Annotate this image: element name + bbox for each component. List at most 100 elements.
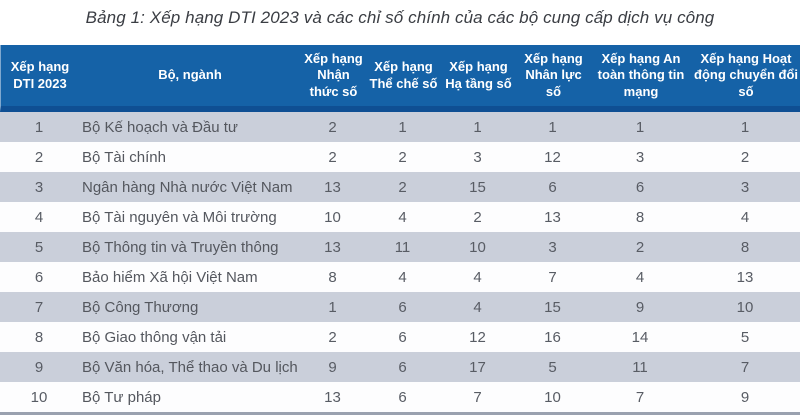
value-cell: 10: [324, 208, 341, 226]
table-row: 10 Bộ Tư pháp 13 6 7 10 7 9: [0, 382, 800, 412]
value-cell: 13: [324, 388, 341, 406]
ministry-name-cell: Ngân hàng Nhà nước Việt Nam: [82, 178, 293, 196]
table-row: 1 Bộ Kế hoạch và Đầu tư 2 1 1 1 1 1: [0, 112, 800, 142]
value-cell: 6: [398, 358, 407, 376]
value-cell: 2: [635, 238, 645, 256]
column-header-3: Xếp hạng Thể chế số: [369, 58, 438, 91]
ministry-name-cell: Bộ Kế hoạch và Đầu tư: [82, 118, 238, 136]
table-header-row: Xếp hạng DTI 2023 Bộ, ngành Xếp hạng Nhận …: [0, 45, 800, 112]
rank-cell: 4: [34, 208, 44, 226]
value-cell: 6: [398, 328, 407, 346]
table-bottom-border: [0, 412, 800, 415]
rank-cell: 8: [34, 328, 44, 346]
table-row: 6 Bảo hiểm Xã hội Việt Nam 8 4 4 7 4 13: [0, 262, 800, 292]
value-cell: 6: [548, 178, 557, 196]
rank-cell: 7: [34, 298, 44, 316]
value-cell: 11: [632, 358, 648, 376]
value-cell: 6: [635, 178, 645, 196]
column-header-7: Xếp hạng Hoạt động chuyển đổi số: [694, 50, 798, 99]
ministry-name-cell: Bộ Tài nguyên và Môi trường: [82, 208, 277, 226]
value-cell: 6: [398, 298, 407, 316]
rank-cell: 6: [34, 268, 44, 286]
value-cell: 15: [544, 298, 561, 316]
value-cell: 8: [328, 268, 337, 286]
value-cell: 10: [736, 298, 754, 316]
value-cell: 1: [398, 118, 407, 136]
value-cell: 2: [398, 148, 407, 166]
value-cell: 2: [398, 178, 407, 196]
value-cell: 17: [469, 358, 486, 376]
rank-cell: 10: [30, 388, 48, 406]
ministry-name-cell: Bộ Giao thông vận tải: [82, 328, 227, 346]
value-cell: 1: [548, 118, 557, 136]
table-row: 4 Bộ Tài nguyên và Môi trường 10 4 2 13 8 4: [0, 202, 800, 232]
value-cell: 8: [635, 208, 645, 226]
value-cell: 12: [544, 148, 561, 166]
value-cell: 2: [328, 328, 337, 346]
table-row: 3 Ngân hàng Nhà nước Việt Nam 13 2 15 6 6 3: [0, 172, 800, 202]
value-cell: 13: [736, 268, 754, 286]
value-cell: 7: [548, 268, 557, 286]
value-cell: 1: [740, 118, 750, 136]
column-header-1: Bộ, ngành: [158, 67, 222, 83]
ministry-name-cell: Bộ Công Thương: [82, 298, 199, 316]
value-cell: 3: [473, 148, 482, 166]
ministry-name-cell: Bộ Thông tin và Truyền thông: [82, 238, 279, 256]
rank-cell: 3: [34, 178, 44, 196]
value-cell: 3: [635, 148, 645, 166]
value-cell: 4: [740, 208, 750, 226]
value-cell: 11: [394, 238, 411, 256]
value-cell: 4: [473, 268, 482, 286]
rank-cell: 9: [34, 358, 44, 376]
table-row: 5 Bộ Thông tin và Truyền thông 13 11 10 3 2 8: [0, 232, 800, 262]
value-cell: 7: [740, 358, 750, 376]
table-row: 9 Bộ Văn hóa, Thể thao và Du lịch 9 6 17 5 11 7: [0, 352, 800, 382]
value-cell: 2: [740, 148, 750, 166]
value-cell: 13: [544, 208, 561, 226]
column-header-4: Xếp hạng Hạ tầng số: [445, 58, 512, 91]
rank-cell: 2: [34, 148, 44, 166]
column-header-6: Xếp hạng An toàn thông tin mạng: [597, 50, 685, 99]
table-row: 8 Bộ Giao thông vận tải 2 6 12 16 14 5: [0, 322, 800, 352]
rank-cell: 5: [34, 238, 44, 256]
value-cell: 8: [740, 238, 750, 256]
value-cell: 4: [635, 268, 645, 286]
value-cell: 10: [544, 388, 561, 406]
value-cell: 7: [635, 388, 645, 406]
value-cell: 4: [398, 208, 407, 226]
value-cell: 10: [469, 238, 486, 256]
value-cell: 3: [548, 238, 557, 256]
table-body: 1 Bộ Kế hoạch và Đầu tư 2 1 1 1 1 1 2 Bộ Tài chín…: [0, 112, 800, 412]
ministry-name-cell: Bộ Tư pháp: [82, 388, 161, 406]
value-cell: 13: [324, 178, 341, 196]
value-cell: 9: [328, 358, 337, 376]
column-header-5: Xếp hạng Nhân lực số: [524, 50, 583, 99]
ministry-name-cell: Bảo hiểm Xã hội Việt Nam: [82, 268, 258, 286]
value-cell: 3: [740, 178, 750, 196]
column-header-2: Xếp hạng Nhận thức số: [304, 50, 363, 99]
column-header-0: Xếp hạng DTI 2023: [10, 58, 70, 91]
table-caption: Bảng 1: Xếp hạng DTI 2023 và các chỉ số …: [85, 8, 715, 27]
value-cell: 5: [548, 358, 557, 376]
ministry-name-cell: Bộ Văn hóa, Thể thao và Du lịch: [82, 358, 298, 376]
rank-cell: 1: [34, 118, 44, 136]
value-cell: 9: [740, 388, 750, 406]
table-row: 7 Bộ Công Thương 1 6 4 15 9 10: [0, 292, 800, 322]
value-cell: 7: [473, 388, 482, 406]
value-cell: 12: [469, 328, 486, 346]
value-cell: 5: [740, 328, 750, 346]
table-row: 2 Bộ Tài chính 2 2 3 12 3 2: [0, 142, 800, 172]
ministry-name-cell: Bộ Tài chính: [82, 148, 166, 166]
value-cell: 2: [328, 148, 337, 166]
value-cell: 2: [328, 118, 337, 136]
value-cell: 16: [544, 328, 561, 346]
value-cell: 4: [398, 268, 407, 286]
value-cell: 14: [631, 328, 649, 346]
value-cell: 15: [469, 178, 486, 196]
dti-ranking-table: Xếp hạng DTI 2023 Bộ, ngành Xếp hạng Nhận …: [0, 45, 800, 415]
value-cell: 1: [635, 118, 645, 136]
value-cell: 9: [635, 298, 645, 316]
value-cell: 6: [398, 388, 407, 406]
value-cell: 13: [324, 238, 341, 256]
